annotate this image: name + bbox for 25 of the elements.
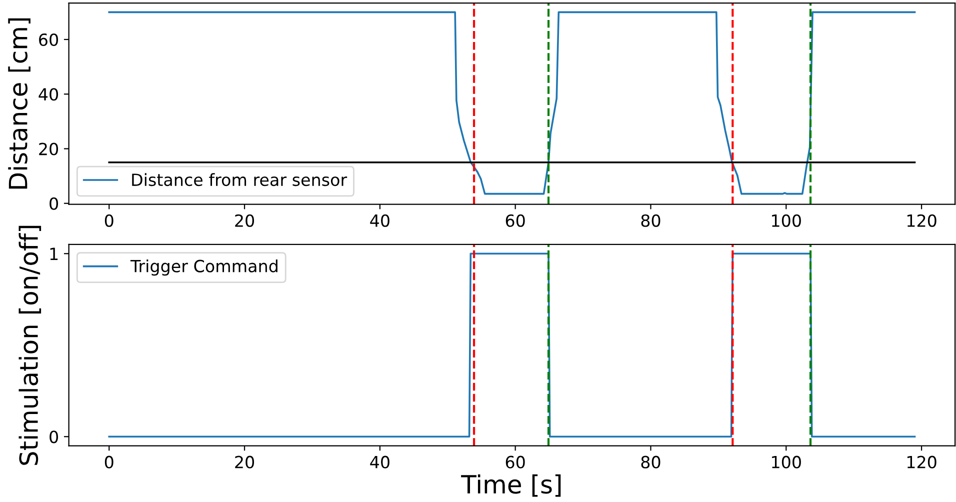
y-tick-label: 60	[39, 33, 58, 46]
y-axis-title: Stimulation [on/off]	[18, 226, 42, 465]
x-tick-label: 100	[772, 456, 801, 468]
x-tick-label: 20	[235, 214, 254, 227]
y-axis-title: Distance [cm]	[8, 18, 30, 189]
y-tick-label: 0	[50, 430, 58, 444]
x-tick-label: 60	[506, 214, 525, 227]
x-tick-label: 40	[370, 456, 390, 468]
x-tick-label: 100	[772, 214, 801, 227]
x-tick-label: 0	[104, 456, 114, 468]
x-tick-label: 60	[506, 456, 525, 468]
x-tick-label: 80	[641, 214, 660, 227]
x-tick-label: 120	[907, 214, 936, 227]
x-axis-title: Time [s]	[461, 474, 561, 497]
y-tick-label: 1	[50, 248, 58, 260]
x-tick-label: 20	[235, 456, 254, 468]
x-tick-label: 120	[907, 456, 936, 468]
x-tick-label: 40	[370, 214, 390, 227]
y-tick-label: 0	[50, 197, 58, 210]
y-tick-label: 20	[39, 142, 58, 156]
legend-label: Distance from rear sensor	[132, 173, 348, 186]
x-tick-label: 80	[641, 456, 660, 468]
x-tick-label: 0	[104, 214, 114, 227]
text: Trigger Command	[130, 259, 278, 276]
y-tick-label: 40	[38, 88, 58, 101]
